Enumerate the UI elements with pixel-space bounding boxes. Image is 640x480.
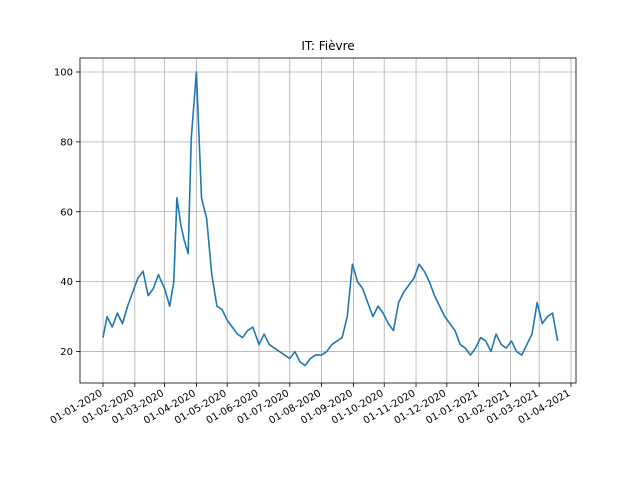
series-line (102, 71, 559, 367)
y-tick-label: 20 (60, 347, 73, 358)
grid (80, 58, 576, 383)
plot-frame (79, 57, 577, 384)
chart-title: IT: Fièvre (301, 39, 354, 53)
y-tick-label: 40 (60, 277, 73, 288)
y-tick-label: 60 (60, 207, 73, 218)
y-tick-label: 80 (60, 137, 73, 148)
y-tick-label: 100 (54, 67, 73, 78)
series-layer (102, 71, 559, 367)
axes: 01-01-202001-02-202001-03-202001-04-2020… (49, 57, 577, 427)
